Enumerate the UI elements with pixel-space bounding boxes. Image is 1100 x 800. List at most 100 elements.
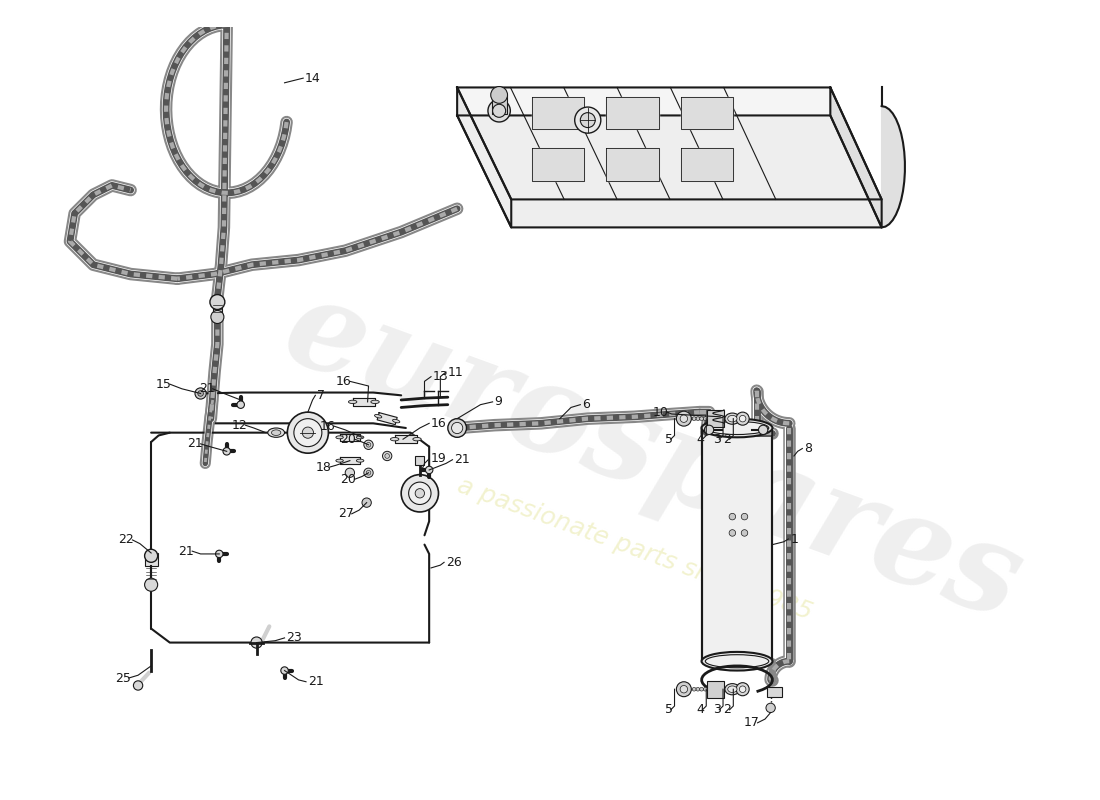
Text: 15: 15 [156, 378, 172, 390]
Ellipse shape [412, 438, 421, 441]
Circle shape [696, 417, 700, 421]
Text: 19: 19 [431, 452, 447, 466]
Circle shape [704, 425, 714, 434]
Polygon shape [830, 87, 881, 227]
Ellipse shape [702, 652, 772, 670]
Circle shape [729, 530, 736, 536]
Text: 3: 3 [713, 433, 722, 446]
Text: 5: 5 [664, 703, 673, 716]
Text: 22: 22 [119, 534, 134, 546]
Polygon shape [881, 87, 905, 227]
Circle shape [385, 454, 389, 458]
Bar [702, 428, 772, 662]
Text: 23: 23 [286, 631, 302, 645]
Circle shape [703, 687, 707, 691]
Bar [415, 456, 425, 466]
Circle shape [144, 550, 157, 562]
Text: 16: 16 [320, 420, 336, 433]
Ellipse shape [390, 438, 399, 441]
Text: 8: 8 [804, 442, 812, 455]
Text: 16: 16 [431, 417, 447, 430]
Polygon shape [681, 148, 734, 181]
Ellipse shape [371, 400, 380, 403]
Text: 21: 21 [187, 438, 202, 450]
Circle shape [676, 682, 691, 697]
Polygon shape [377, 413, 397, 425]
Circle shape [345, 468, 354, 478]
Text: 2: 2 [724, 703, 732, 716]
Circle shape [680, 686, 688, 693]
Text: 10: 10 [653, 406, 669, 418]
Circle shape [362, 498, 372, 507]
Bar [212, 302, 222, 317]
FancyArrowPatch shape [140, 673, 150, 682]
Circle shape [294, 418, 322, 446]
Circle shape [144, 578, 157, 591]
Text: 16: 16 [336, 375, 352, 388]
Polygon shape [458, 87, 512, 227]
FancyArrowPatch shape [263, 626, 270, 640]
Circle shape [581, 113, 595, 127]
Circle shape [574, 107, 601, 133]
Bar [707, 410, 724, 427]
Circle shape [736, 412, 749, 425]
Polygon shape [531, 148, 584, 181]
Polygon shape [458, 87, 881, 199]
Ellipse shape [393, 419, 399, 423]
Circle shape [739, 686, 746, 693]
Circle shape [736, 682, 749, 696]
Text: 27: 27 [338, 507, 353, 520]
Polygon shape [681, 97, 734, 130]
Ellipse shape [356, 436, 364, 439]
Circle shape [676, 411, 691, 426]
Text: 18: 18 [316, 461, 331, 474]
Ellipse shape [374, 414, 382, 418]
Text: 2: 2 [724, 433, 732, 446]
Circle shape [692, 417, 696, 421]
Text: 21: 21 [178, 545, 194, 558]
Text: 12: 12 [231, 418, 248, 432]
Polygon shape [340, 457, 360, 464]
Ellipse shape [705, 422, 769, 434]
Text: a passionate parts since 1985: a passionate parts since 1985 [453, 474, 815, 625]
Ellipse shape [728, 686, 737, 693]
Text: 7: 7 [317, 389, 326, 402]
Circle shape [364, 440, 373, 450]
Circle shape [766, 703, 775, 713]
Text: 4: 4 [696, 703, 704, 716]
Text: 26: 26 [446, 556, 462, 569]
Circle shape [402, 474, 439, 512]
Ellipse shape [336, 459, 343, 462]
Circle shape [133, 681, 143, 690]
Circle shape [408, 482, 431, 505]
Circle shape [493, 104, 506, 118]
Circle shape [703, 417, 707, 421]
Text: 13: 13 [433, 370, 449, 383]
Text: 17: 17 [744, 716, 759, 730]
Text: 20: 20 [341, 473, 356, 486]
Circle shape [223, 447, 230, 455]
Polygon shape [531, 97, 584, 130]
Ellipse shape [336, 436, 343, 439]
Text: 25: 25 [114, 671, 131, 685]
Circle shape [741, 530, 748, 536]
Circle shape [741, 514, 748, 520]
Ellipse shape [725, 684, 740, 695]
Circle shape [452, 422, 463, 434]
Ellipse shape [349, 400, 356, 403]
Circle shape [739, 415, 746, 422]
Circle shape [759, 425, 768, 434]
Circle shape [415, 489, 425, 498]
Text: 11: 11 [448, 366, 463, 378]
Circle shape [210, 294, 224, 310]
Text: 5: 5 [664, 433, 673, 446]
Text: 1: 1 [790, 533, 799, 546]
Ellipse shape [728, 415, 737, 422]
Circle shape [680, 415, 688, 422]
Circle shape [383, 451, 392, 461]
Circle shape [211, 310, 224, 323]
Circle shape [448, 418, 466, 438]
Circle shape [366, 442, 371, 447]
Text: eurospares: eurospares [268, 266, 1037, 646]
Text: 6: 6 [582, 398, 590, 411]
